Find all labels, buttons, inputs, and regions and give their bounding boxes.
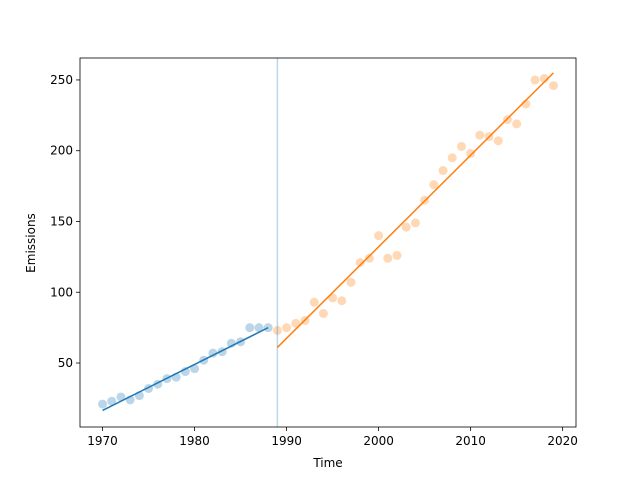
point: [337, 296, 347, 306]
y-axis-label: Emissions: [24, 213, 38, 273]
point: [208, 348, 218, 358]
point: [392, 250, 402, 260]
point: [107, 396, 117, 406]
x-tick-label: 2010: [455, 434, 486, 448]
fit-line: [102, 326, 269, 412]
point: [456, 141, 466, 151]
point: [401, 222, 411, 232]
x-axis-label: Time: [312, 456, 342, 470]
point: [493, 136, 503, 146]
y-tick-label: 50: [58, 356, 73, 370]
point: [512, 119, 522, 129]
point: [291, 318, 301, 328]
y-tick-label: 150: [50, 214, 73, 228]
x-tick-label: 1970: [87, 434, 118, 448]
point: [245, 323, 255, 333]
point: [309, 297, 319, 307]
point: [180, 367, 190, 377]
point: [190, 364, 200, 374]
axes-frame: [79, 57, 577, 428]
x-tick-label: 1980: [179, 434, 210, 448]
point: [355, 258, 365, 268]
y-tick-label: 250: [50, 73, 73, 87]
point: [374, 231, 384, 241]
point: [410, 218, 420, 228]
point: [254, 323, 264, 333]
point: [282, 323, 292, 333]
point: [429, 180, 439, 190]
x-tick-label: 2020: [547, 434, 578, 448]
point: [272, 325, 282, 335]
point: [98, 399, 108, 409]
point: [346, 277, 356, 287]
point: [116, 392, 126, 402]
fit-line: [276, 72, 554, 348]
point: [364, 253, 374, 263]
point: [475, 130, 485, 140]
point: [447, 153, 457, 163]
point: [318, 308, 328, 318]
x-tick-label: 2000: [363, 434, 394, 448]
point: [530, 75, 540, 85]
point: [438, 166, 448, 176]
point: [548, 81, 558, 91]
point: [383, 253, 393, 263]
y-tick-label: 200: [50, 144, 73, 158]
point: [466, 149, 476, 159]
x-tick-label: 1990: [271, 434, 302, 448]
y-tick-label: 100: [50, 285, 73, 299]
